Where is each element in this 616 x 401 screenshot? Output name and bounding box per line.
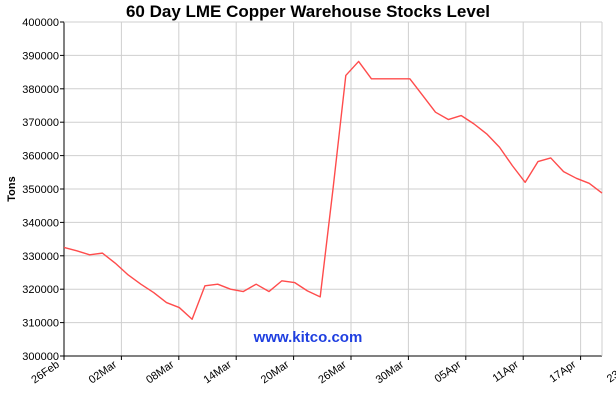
y-axis-title: Tons xyxy=(6,176,18,201)
y-tick-label: 390000 xyxy=(22,50,59,62)
x-tick-label: 02Mar xyxy=(87,358,120,386)
x-tick-label: 11Apr xyxy=(491,358,522,384)
x-tick-label: 14Mar xyxy=(201,358,234,386)
y-tick-label: 340000 xyxy=(22,217,59,229)
x-tick-label: 05Apr xyxy=(433,358,464,385)
x-tick-label: 08Mar xyxy=(144,358,177,386)
watermark-text: www.kitco.com xyxy=(253,329,363,346)
x-tick-label: 30Mar xyxy=(374,358,407,386)
y-tick-label: 400000 xyxy=(22,17,59,29)
y-tick-label: 370000 xyxy=(22,117,59,129)
y-tick-label: 330000 xyxy=(22,251,59,263)
x-tick-label: 26Mar xyxy=(316,358,349,386)
series-line xyxy=(63,60,603,320)
x-tick-label: 20Mar xyxy=(259,358,292,386)
y-tick-label: 300000 xyxy=(22,351,59,363)
x-tick-label: 23Apr xyxy=(605,358,616,385)
x-tick-label: 17Apr xyxy=(547,358,578,385)
series-lines xyxy=(63,60,603,320)
chart-title: 60 Day LME Copper Warehouse Stocks Level xyxy=(125,2,491,21)
axes xyxy=(60,21,603,360)
y-tick-label: 380000 xyxy=(22,84,59,96)
y-tick-label: 350000 xyxy=(22,184,59,196)
x-tick-labels: 26Feb 02Mar 08Mar 14Mar 20Mar 26Mar 30Mar 05Apr… xyxy=(29,358,616,386)
grid-lines xyxy=(63,21,602,357)
y-tick-label: 320000 xyxy=(22,284,59,296)
y-tick-labels: 300000 310000 320000 330000 340000 350000 3600… xyxy=(22,17,59,363)
y-tick-label: 360000 xyxy=(22,151,59,163)
y-tick-label: 310000 xyxy=(22,318,59,330)
